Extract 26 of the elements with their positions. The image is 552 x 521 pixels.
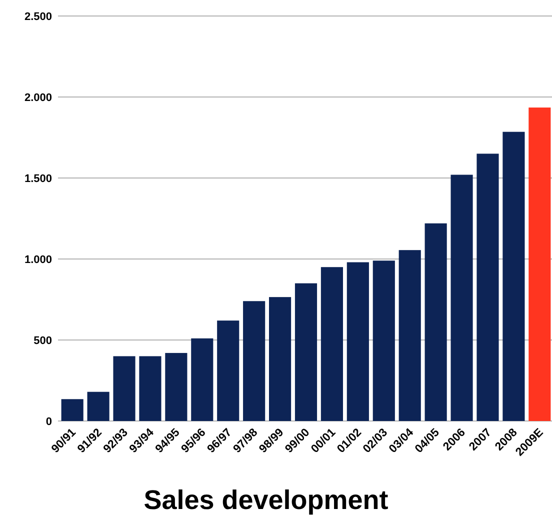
bar [165, 352, 188, 421]
y-tick-label: 2.500 [24, 10, 52, 23]
y-tick-label: 0 [46, 416, 52, 428]
y-tick-label: 500 [34, 334, 52, 347]
bar [398, 250, 421, 421]
bar [191, 338, 214, 421]
text: Sales development [144, 485, 388, 515]
bar [346, 262, 369, 421]
y-tick-label: 1.000 [24, 254, 52, 266]
y-tick-label: 2.000 [24, 92, 52, 104]
bar [61, 399, 84, 421]
bar [113, 356, 136, 421]
bar [476, 154, 499, 421]
bar [294, 283, 318, 421]
bar [269, 297, 292, 421]
y-tick-label: 1.500 [24, 172, 52, 185]
bar [502, 132, 525, 421]
bar [139, 356, 162, 421]
bar [217, 320, 240, 421]
bar [320, 267, 343, 421]
bar [424, 223, 447, 421]
bar [87, 392, 110, 421]
bar [450, 174, 473, 421]
bar [372, 260, 395, 421]
bar [243, 301, 266, 421]
bar [528, 108, 551, 421]
